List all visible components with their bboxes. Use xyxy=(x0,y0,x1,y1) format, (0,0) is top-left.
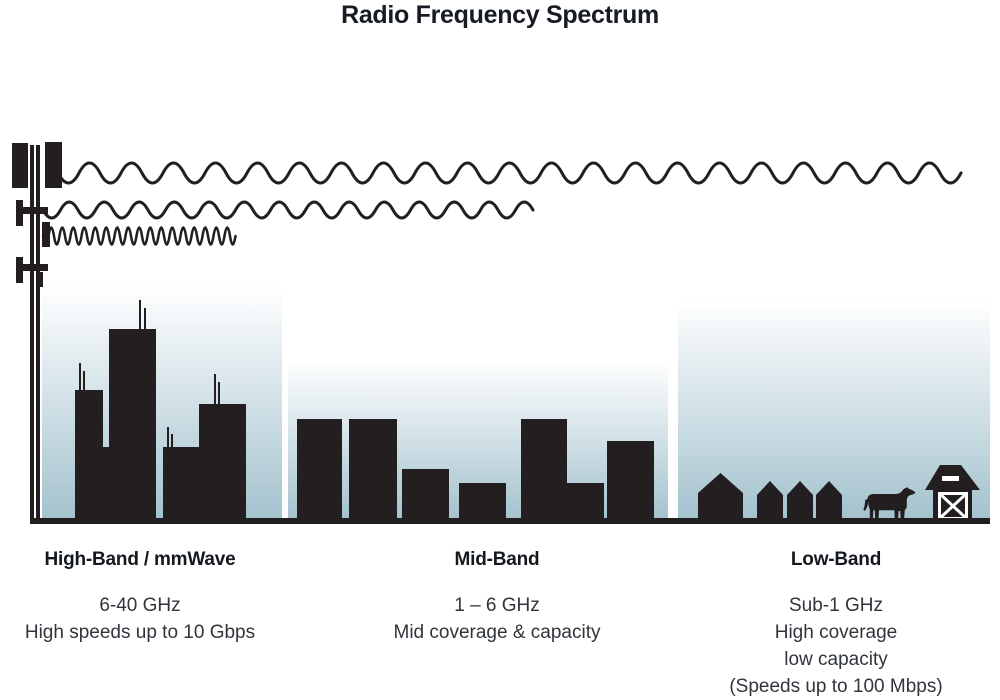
cell-tower-part xyxy=(17,207,48,214)
rooftop-antenna xyxy=(79,363,81,394)
band-title-mid: Mid-Band xyxy=(454,549,540,570)
skyscraper-silhouette xyxy=(109,329,156,521)
cell-tower-part xyxy=(16,200,23,226)
band-spec-line: High speeds up to 10 Gbps xyxy=(24,622,256,643)
midrise-building-silhouette xyxy=(521,419,567,521)
band-spec-line: Sub-1 GHz xyxy=(789,595,883,616)
band-spec-line: High coverage xyxy=(774,622,898,643)
band-label-high: High-Band / mmWave 6-40 GHz High speeds … xyxy=(10,548,270,646)
midrise-building-silhouette xyxy=(402,469,449,521)
skyscraper-silhouette xyxy=(199,404,246,521)
midrise-building-silhouette xyxy=(459,483,506,521)
cell-tower-part xyxy=(42,222,50,247)
skyscraper-silhouette xyxy=(75,390,103,521)
medium-wavelength-wave xyxy=(41,200,535,220)
band-spec-line: 6-40 GHz xyxy=(99,595,181,616)
short-wavelength-wave xyxy=(41,226,237,246)
rooftop-antenna xyxy=(83,371,85,394)
house-silhouette xyxy=(698,473,743,521)
cell-tower-part xyxy=(30,145,34,523)
rooftop-antenna xyxy=(218,382,220,408)
rooftop-antenna xyxy=(214,374,216,408)
band-label-mid: Mid-Band 1 – 6 GHz Mid coverage & capaci… xyxy=(367,548,627,646)
skyscraper-silhouette xyxy=(163,447,200,521)
rooftop-antenna xyxy=(171,434,173,451)
band-label-low: Low-Band Sub-1 GHz High coverage low cap… xyxy=(686,548,986,700)
ground-line xyxy=(30,518,990,524)
band-spec-line: low capacity xyxy=(784,649,888,670)
band-spec-line: (Speeds up to 100 Mbps) xyxy=(729,676,943,697)
cell-tower-part xyxy=(16,257,23,283)
cow-silhouette xyxy=(863,487,916,521)
cell-tower-part xyxy=(45,142,62,188)
band-title-high: High-Band / mmWave xyxy=(44,549,236,570)
cell-tower-part xyxy=(38,272,43,287)
house-silhouette xyxy=(816,481,842,521)
midrise-building-silhouette xyxy=(349,419,397,521)
band-spec-line: 1 – 6 GHz xyxy=(454,595,540,616)
barn-loft-window xyxy=(942,476,959,481)
page-title: Radio Frequency Spectrum xyxy=(341,1,659,29)
rooftop-antenna xyxy=(139,300,141,333)
band-title-low: Low-Band xyxy=(790,549,882,570)
house-silhouette xyxy=(757,481,783,521)
barn-icon xyxy=(925,465,980,523)
cell-tower-part xyxy=(36,145,40,523)
midrise-building-silhouette xyxy=(297,419,342,521)
rooftop-antenna xyxy=(167,427,169,451)
cell-tower-part xyxy=(12,143,28,188)
midrise-building-silhouette xyxy=(567,483,604,521)
cell-tower-part xyxy=(17,264,48,271)
band-spec-line: Mid coverage & capacity xyxy=(393,622,601,643)
midrise-building-silhouette xyxy=(607,441,654,521)
house-silhouette xyxy=(787,481,813,521)
rooftop-antenna xyxy=(144,308,146,333)
long-wavelength-wave xyxy=(56,161,963,185)
